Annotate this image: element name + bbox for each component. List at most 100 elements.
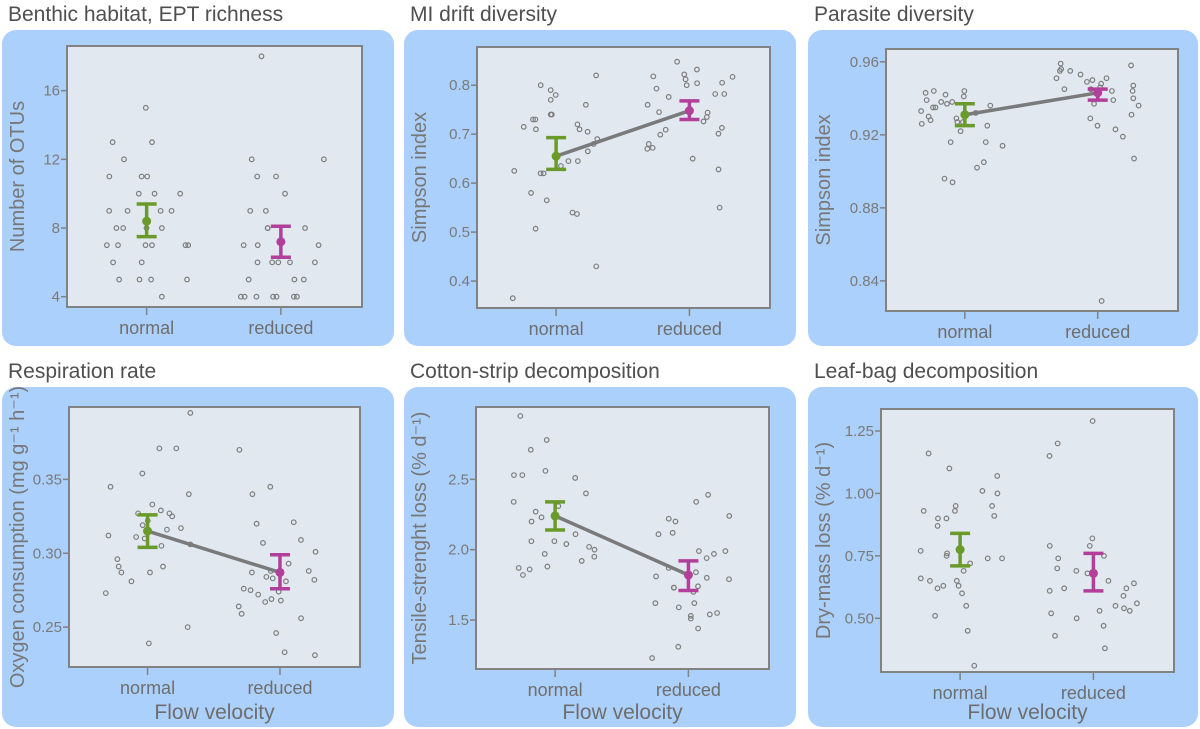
- data-point-normal: [185, 242, 192, 249]
- data-point-normal: [106, 173, 113, 180]
- data-point-normal: [980, 159, 987, 166]
- data-point-normal: [999, 555, 1005, 562]
- data-point-reduced: [281, 649, 288, 656]
- data-point-normal: [917, 575, 924, 582]
- data-point-reduced: [320, 156, 327, 163]
- mean-connector-line: [964, 91, 1098, 117]
- data-point-reduced: [1073, 567, 1080, 574]
- mean-point-normal: [142, 216, 152, 226]
- data-point-reduced: [672, 518, 679, 525]
- data-point-normal: [115, 242, 121, 249]
- data-point-normal: [532, 508, 539, 515]
- data-point-normal: [543, 437, 550, 443]
- data-point-normal: [999, 142, 1006, 149]
- data-point-reduced: [312, 548, 319, 555]
- data-point-reduced: [1100, 622, 1107, 629]
- data-point-reduced: [653, 85, 660, 92]
- data-point-reduced: [644, 101, 651, 108]
- data-point-reduced: [649, 655, 656, 661]
- data-point-normal: [974, 164, 980, 171]
- data-point-normal: [935, 515, 941, 522]
- y-tick-label: 16: [43, 83, 60, 100]
- data-point-reduced: [237, 293, 244, 300]
- data-point-normal: [982, 139, 989, 146]
- data-point-normal: [927, 577, 933, 584]
- data-point-reduced: [254, 259, 261, 266]
- data-point-normal: [135, 190, 142, 197]
- data-point-normal: [959, 590, 965, 597]
- data-point-reduced: [260, 540, 266, 546]
- data-point-reduced: [665, 515, 672, 522]
- data-point-normal: [511, 472, 517, 479]
- data-point-reduced: [674, 58, 681, 65]
- data-point-normal: [116, 276, 123, 283]
- panel-3: Respiration rate 0.25 0.30 0.35 normal reduce…: [2, 360, 394, 727]
- data-point-normal: [593, 263, 600, 270]
- data-point-normal: [103, 242, 110, 249]
- x-tick-label: reduced: [656, 680, 721, 700]
- x-tick-label: normal: [120, 678, 175, 698]
- data-point-normal: [115, 563, 122, 570]
- data-point-normal: [118, 569, 125, 576]
- data-point-normal: [918, 108, 925, 114]
- data-point-reduced: [258, 53, 265, 60]
- data-point-reduced: [1128, 111, 1135, 118]
- data-point-normal: [918, 120, 925, 127]
- data-point-normal: [547, 111, 554, 118]
- data-point-normal: [511, 167, 518, 174]
- data-point-normal: [147, 569, 153, 576]
- y-tick-label: 1.25: [845, 423, 874, 440]
- data-point-normal: [967, 560, 974, 567]
- data-point-reduced: [694, 80, 701, 87]
- y-tick-label: 0.96: [850, 54, 879, 71]
- data-point-normal: [949, 179, 956, 186]
- data-point-reduced: [305, 568, 312, 574]
- data-point-normal: [145, 640, 152, 647]
- data-point-reduced: [662, 126, 669, 133]
- data-point-reduced: [665, 94, 672, 100]
- data-point-reduced: [273, 173, 279, 180]
- data-point-normal: [528, 538, 535, 545]
- data-point-reduced: [703, 114, 710, 120]
- data-point-reduced: [1126, 607, 1133, 614]
- x-tick-label: reduced: [1061, 683, 1126, 703]
- data-point-normal: [158, 293, 165, 300]
- y-tick-label: 0.35: [33, 471, 62, 488]
- data-point-reduced: [653, 573, 659, 580]
- data-point-normal: [572, 531, 579, 538]
- data-point-normal: [563, 541, 570, 547]
- y-tick-label: 0.30: [33, 545, 62, 562]
- data-point-reduced: [238, 610, 245, 617]
- data-point-reduced: [1094, 122, 1101, 129]
- data-point-normal: [923, 97, 930, 104]
- data-point-reduced: [1119, 133, 1126, 140]
- data-point-reduced: [706, 611, 713, 618]
- data-point-reduced: [275, 259, 282, 266]
- data-point-normal: [938, 99, 945, 105]
- data-point-reduced: [703, 574, 710, 581]
- data-point-reduced: [1131, 580, 1137, 587]
- data-point-normal: [527, 446, 534, 453]
- data-point-reduced: [711, 551, 717, 557]
- data-point-reduced: [652, 600, 659, 607]
- data-point-normal: [920, 508, 927, 514]
- data-point-normal: [532, 116, 539, 123]
- data-point-normal: [934, 585, 941, 592]
- data-point-normal: [547, 87, 554, 93]
- data-point-normal: [960, 567, 967, 574]
- data-point-normal: [540, 170, 547, 177]
- plot-area: [475, 406, 770, 670]
- data-point-reduced: [1048, 610, 1055, 617]
- data-point-normal: [121, 156, 127, 163]
- data-point-reduced: [1123, 585, 1130, 592]
- data-point-normal: [124, 207, 131, 214]
- data-point-reduced: [1098, 80, 1105, 87]
- data-point-normal: [953, 115, 960, 122]
- data-point-normal: [572, 475, 579, 481]
- data-point-reduced: [649, 144, 656, 151]
- data-point-reduced: [689, 155, 696, 162]
- data-point-reduced: [705, 491, 712, 498]
- data-point-reduced: [236, 446, 243, 453]
- data-point-normal: [528, 190, 534, 196]
